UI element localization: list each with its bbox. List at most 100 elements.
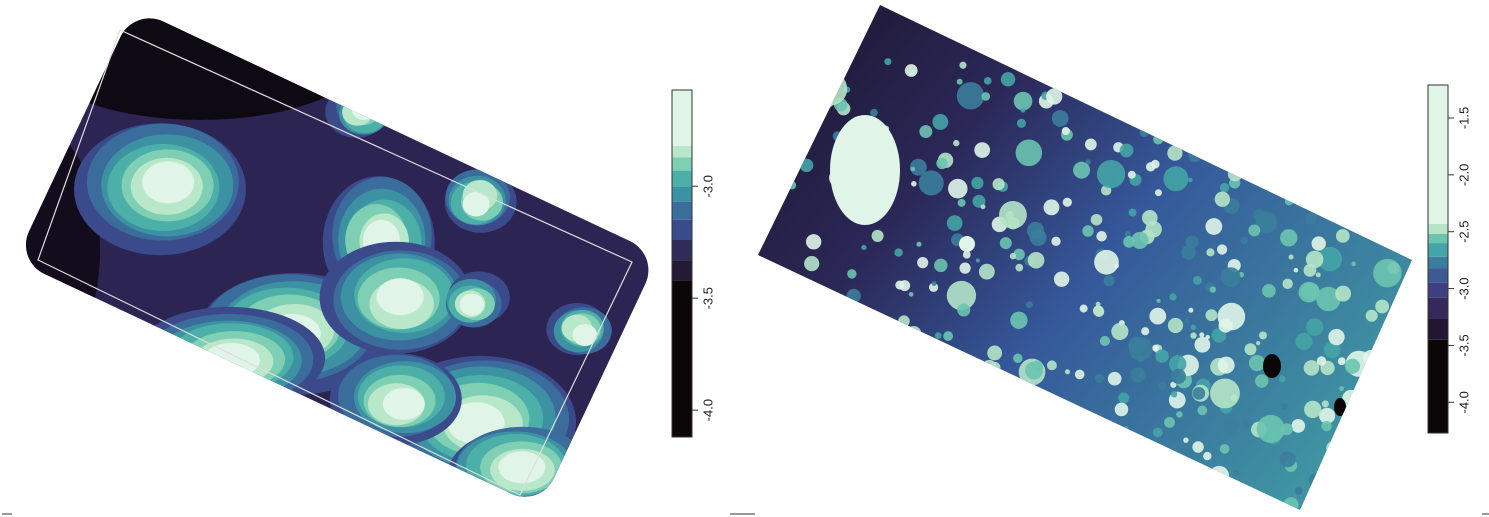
patch xyxy=(1389,220,1406,236)
patch xyxy=(1051,236,1061,246)
patch xyxy=(1166,58,1182,74)
colorbar-band xyxy=(1428,318,1448,340)
patch xyxy=(1395,149,1401,154)
patch xyxy=(1192,275,1202,285)
patch xyxy=(1284,197,1294,206)
patch xyxy=(1305,213,1317,225)
patch xyxy=(1379,100,1387,109)
patch xyxy=(971,176,984,190)
patch xyxy=(1079,304,1088,313)
patch xyxy=(959,262,971,274)
patch xyxy=(894,248,903,257)
patch xyxy=(1274,175,1288,189)
patch xyxy=(1016,118,1026,128)
patch xyxy=(1339,193,1344,198)
patch xyxy=(1270,143,1281,155)
patch xyxy=(1183,437,1189,443)
patch xyxy=(993,448,1012,466)
patch xyxy=(1053,271,1070,287)
patch xyxy=(1288,254,1294,260)
colorbar-tick-label: -4.0 xyxy=(701,399,716,421)
patch xyxy=(805,316,812,322)
patch xyxy=(1395,467,1410,483)
patch xyxy=(1305,250,1324,269)
patch xyxy=(1172,82,1179,89)
patch xyxy=(1064,369,1071,375)
patch xyxy=(1337,357,1346,366)
patch xyxy=(1210,378,1240,409)
patch xyxy=(928,349,944,365)
colorbar-band xyxy=(672,90,692,146)
patch xyxy=(804,256,820,272)
patch xyxy=(1107,371,1122,386)
patch xyxy=(1156,101,1165,109)
patch xyxy=(1222,417,1239,434)
contour-blob xyxy=(376,278,424,316)
patch xyxy=(1227,166,1243,182)
contour-blob xyxy=(572,323,598,346)
patch xyxy=(948,384,960,396)
patch xyxy=(987,345,1003,361)
patch xyxy=(1213,99,1228,114)
patch xyxy=(1128,337,1153,361)
patch xyxy=(1309,136,1328,155)
patch xyxy=(1188,177,1193,183)
patch xyxy=(1311,236,1326,251)
colorbar-tick-label: -1.5 xyxy=(1457,107,1472,129)
patch xyxy=(1154,189,1162,197)
patch xyxy=(1368,82,1378,92)
patch xyxy=(1326,441,1341,456)
patch xyxy=(898,315,910,327)
patch xyxy=(1284,107,1293,116)
patch xyxy=(1315,272,1321,278)
patch xyxy=(813,116,818,121)
patch xyxy=(827,434,837,443)
patch xyxy=(1000,72,1016,87)
colorbar-band xyxy=(672,260,692,281)
patch xyxy=(956,82,985,110)
patch xyxy=(1190,332,1197,339)
colorbar-band xyxy=(672,170,692,187)
patch xyxy=(1289,321,1298,331)
patch xyxy=(919,125,933,139)
patch xyxy=(1365,362,1390,387)
patch xyxy=(1373,258,1402,288)
contour-blob xyxy=(382,387,425,420)
patch xyxy=(1020,465,1029,475)
patch xyxy=(816,320,827,331)
patch xyxy=(1013,461,1028,475)
patch xyxy=(1161,482,1169,490)
patch xyxy=(1003,418,1017,432)
patch xyxy=(906,325,922,341)
patch xyxy=(1024,422,1041,439)
patch xyxy=(945,448,972,475)
patch xyxy=(1303,263,1317,277)
patch xyxy=(982,359,997,375)
patch xyxy=(1094,249,1119,275)
patch xyxy=(936,157,948,170)
patch xyxy=(946,215,963,231)
patch xyxy=(1030,459,1049,478)
colorbar-band xyxy=(672,186,692,202)
patch xyxy=(1127,170,1136,179)
contour-blob xyxy=(498,451,546,484)
patch xyxy=(1253,209,1266,222)
patch xyxy=(1306,318,1324,336)
patch xyxy=(1291,165,1305,179)
patch xyxy=(805,234,822,250)
patch xyxy=(1291,419,1306,433)
patch xyxy=(1258,331,1267,340)
patch xyxy=(1327,116,1342,131)
colorbar: -3.0 -3.5 -4.0 xyxy=(671,89,716,438)
patch xyxy=(954,411,969,426)
patch xyxy=(1096,230,1107,242)
patch xyxy=(1029,228,1047,246)
patch xyxy=(1020,107,1026,113)
patch xyxy=(1382,453,1389,459)
patch xyxy=(1244,343,1257,356)
patch xyxy=(1115,65,1128,78)
patch xyxy=(957,437,964,444)
patch xyxy=(1203,451,1212,461)
patch xyxy=(1356,118,1376,138)
patch xyxy=(1170,368,1186,384)
